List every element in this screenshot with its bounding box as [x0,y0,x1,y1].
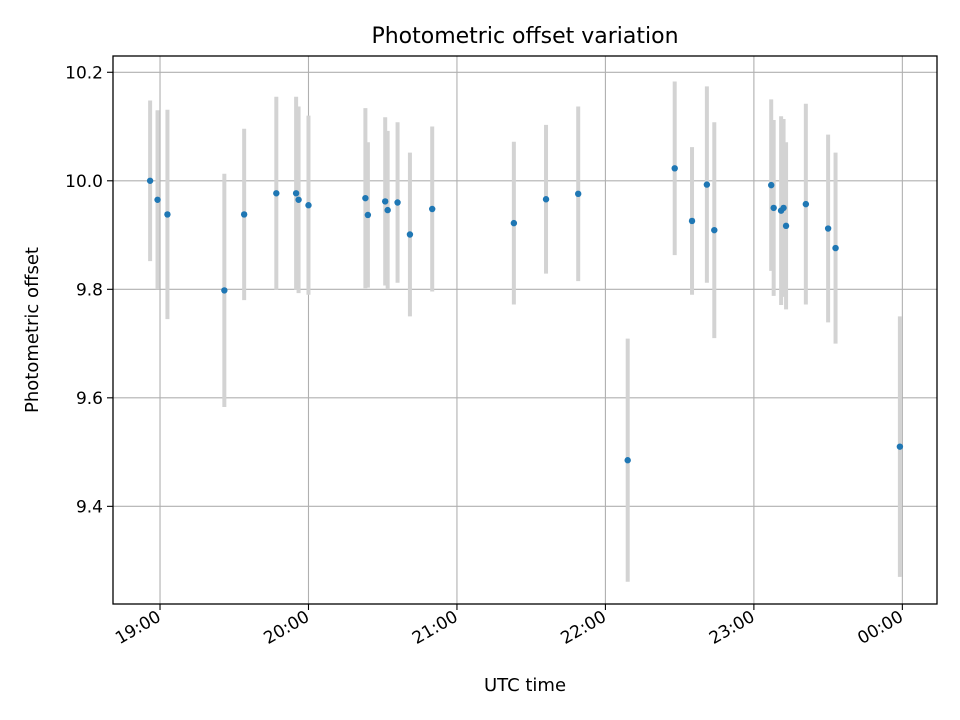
data-points [146,165,904,464]
data-point [671,165,678,172]
data-point [384,206,391,214]
data-point [164,211,171,218]
y-tick-label: 9.6 [76,389,103,409]
data-point [768,181,775,189]
data-point [688,217,696,225]
data-point [624,457,631,464]
data-point [240,211,248,218]
x-tick-label: 19:00 [112,607,164,649]
plot-frame [112,55,938,605]
data-point [364,211,372,219]
data-point [295,196,302,203]
data-point [429,205,436,213]
data-point [292,190,300,197]
data-point [273,190,280,197]
data-point [406,231,414,238]
data-point [832,244,839,252]
data-point [362,194,369,202]
chart-title: Photometric offset variation [371,24,678,49]
x-tick-label: 22:00 [557,607,609,649]
data-point [510,219,518,227]
x-tick-label: 23:00 [706,607,758,649]
data-point [703,181,711,188]
y-tick-label: 10.0 [65,172,103,192]
data-point [780,204,787,212]
data-point [154,196,161,203]
data-point [575,190,582,198]
x-axis-label: UTC time [484,675,566,696]
data-point [824,225,832,232]
data-point [542,196,550,203]
data-point [394,199,401,206]
y-tick-label: 10.2 [65,63,103,83]
data-point [770,204,777,212]
y-axis-label: Photometric offset [22,247,43,413]
y-tick-label: 9.8 [76,280,103,300]
data-point [221,287,228,294]
data-point [896,443,904,450]
data-point [782,222,790,230]
x-tick-label: 20:00 [261,607,313,649]
y-tick-label: 9.4 [76,497,103,517]
data-point [802,200,810,208]
x-tick-label: 21:00 [409,607,461,649]
x-tick-label: 00:00 [854,607,906,649]
grid [113,56,937,604]
data-point [146,177,154,184]
data-point [711,226,718,234]
data-point [305,202,312,209]
data-point [381,198,389,205]
